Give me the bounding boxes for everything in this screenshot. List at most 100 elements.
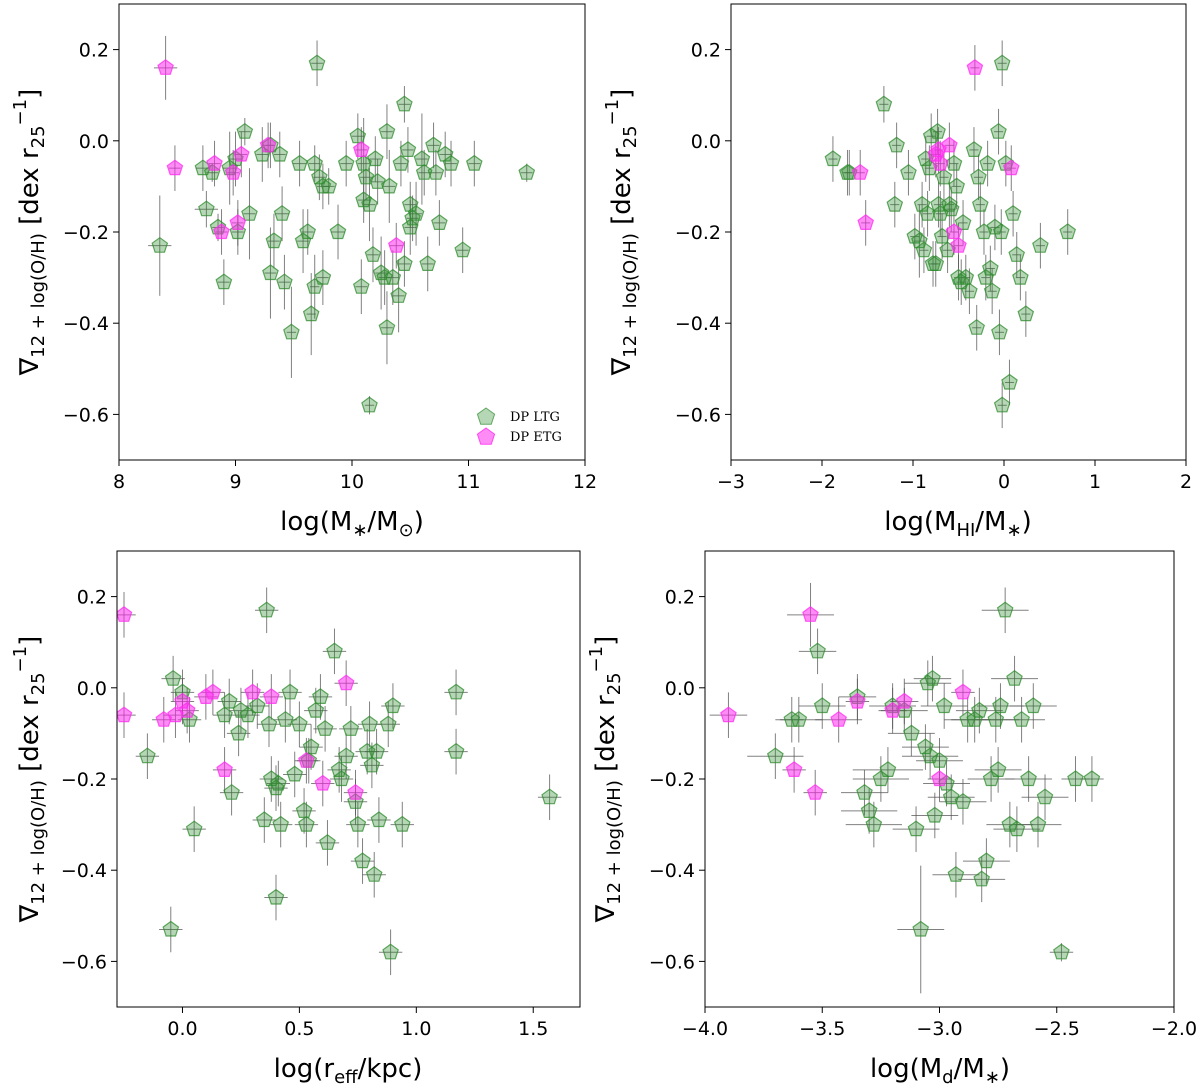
x-tick-label: −2.5: [1034, 1018, 1080, 1040]
data-point-ltg: [1029, 815, 1047, 832]
data-point-ltg: [1012, 268, 1029, 285]
data-point-etg: [945, 223, 963, 240]
panel-hi-fraction-marks: [824, 40, 1077, 429]
data-point-ltg: [269, 774, 287, 791]
data-point-etg: [166, 159, 184, 176]
data-point-ltg: [968, 319, 986, 335]
data-point-ltg: [971, 701, 988, 718]
data-point-ltg: [926, 806, 944, 823]
y-tick-label: 0.0: [665, 678, 695, 700]
panel-effective-radius: 0.0 0.5 1.0 1.5 −0.6 −0.4 −0.2 0.0 0.2 log(reff/…: [10, 550, 581, 1088]
data-point-ltg: [220, 692, 238, 709]
data-point-ltg: [921, 747, 939, 764]
data-point-ltg: [790, 710, 808, 727]
x-tick-label: −3.0: [916, 1018, 962, 1040]
data-point-ltg: [307, 701, 325, 718]
x-tick-label: 11: [456, 471, 480, 493]
y-tick-label: −0.2: [63, 222, 109, 244]
data-point-etg: [387, 236, 405, 253]
y-tick-label: 0.0: [691, 131, 721, 153]
panel-dust-fraction-marks: [709, 582, 1104, 994]
panel-stellar-mass-marks: [148, 35, 536, 415]
data-point-ltg: [973, 870, 991, 887]
y-tick-label: 0.2: [77, 587, 107, 609]
data-point-ltg: [281, 683, 299, 700]
data-point-ltg: [809, 642, 826, 659]
data-point-ltg: [342, 720, 360, 736]
data-point-ltg: [151, 236, 169, 253]
data-point-ltg: [987, 710, 1005, 727]
panel-dust-fraction-ylabel: ∇12 + log(O/H) [dex r25−1]: [586, 636, 625, 924]
data-point-ltg: [333, 770, 350, 787]
data-point-ltg: [352, 277, 370, 294]
data-point-ltg: [922, 127, 940, 144]
data-point-ltg: [989, 761, 1007, 778]
panel-stellar-mass-frame: [118, 3, 586, 461]
data-point-etg: [232, 145, 250, 162]
data-point-ltg: [316, 720, 334, 736]
data-point-ltg: [215, 273, 233, 290]
data-point-ltg: [947, 866, 965, 882]
panel-effective-radius-ylabel: ∇12 + log(O/H) [dex r25−1]: [10, 636, 49, 924]
data-point-ltg: [942, 200, 960, 217]
data-point-ltg: [966, 710, 984, 727]
data-point-etg: [337, 674, 355, 691]
data-point-ltg: [1024, 697, 1042, 714]
data-point-ltg: [1067, 770, 1084, 787]
data-point-ltg: [957, 268, 975, 285]
panel-stellar-mass: 8 9 10 11 12 −0.6 −0.4 −0.2 0.0 0.2 log(M∗/M⊙) ∇1…: [10, 3, 597, 541]
data-point-ltg: [1008, 246, 1026, 262]
legend-label-ltg: DP LTG: [510, 410, 560, 425]
data-point-ltg: [978, 852, 995, 869]
data-point-ltg: [380, 177, 398, 194]
data-point-ltg: [924, 669, 941, 686]
data-point-ltg: [1020, 770, 1037, 787]
data-point-ltg: [1053, 943, 1070, 960]
data-point-ltg: [294, 232, 312, 249]
data-point-ltg: [326, 642, 343, 659]
data-point-etg: [178, 701, 196, 718]
panel-hi-fraction-ylabel: ∇12 + log(O/H) [dex r25−1]: [602, 89, 641, 377]
data-point-etg: [347, 783, 364, 800]
data-point-ltg: [1004, 205, 1022, 221]
data-point-ltg: [860, 802, 878, 819]
data-point-ltg: [258, 601, 276, 618]
data-point-ltg: [308, 54, 326, 71]
data-point-ltg: [355, 154, 373, 171]
data-point-ltg: [291, 154, 308, 171]
data-point-ltg: [241, 205, 258, 221]
data-point-ltg: [447, 742, 465, 759]
y-tick-label: 0.0: [77, 678, 107, 700]
data-point-ltg: [911, 232, 928, 249]
data-point-etg: [802, 606, 819, 622]
data-point-ltg: [442, 154, 460, 171]
data-point-ltg: [954, 214, 972, 230]
data-point-ltg: [379, 715, 397, 732]
data-point-etg: [352, 141, 370, 157]
data-point-ltg: [236, 122, 254, 139]
data-point-ltg: [302, 738, 320, 755]
data-point-ltg: [518, 163, 536, 180]
data-point-ltg: [298, 815, 315, 832]
data-point-ltg: [961, 282, 978, 299]
y-tick-label: 0.2: [691, 40, 721, 62]
data-point-ltg: [299, 223, 317, 240]
data-point-ltg: [337, 154, 355, 171]
data-point-ltg: [185, 820, 203, 837]
data-point-ltg: [886, 195, 904, 212]
data-point-ltg: [265, 232, 283, 249]
data-point-ltg: [384, 697, 402, 714]
x-tick-label: 1: [1089, 471, 1101, 493]
data-point-ltg: [349, 815, 367, 832]
data-point-ltg: [888, 136, 905, 153]
data-point-ltg: [856, 783, 873, 800]
data-point-ltg: [361, 195, 378, 212]
data-point-ltg: [431, 214, 448, 230]
legend-marker-ltg: [476, 407, 496, 425]
x-tick-label: 1.5: [518, 1018, 548, 1040]
y-tick-label: −0.2: [675, 222, 721, 244]
data-point-ltg: [1059, 223, 1077, 240]
data-point-ltg: [312, 688, 329, 705]
y-tick-label: −0.2: [649, 769, 695, 791]
